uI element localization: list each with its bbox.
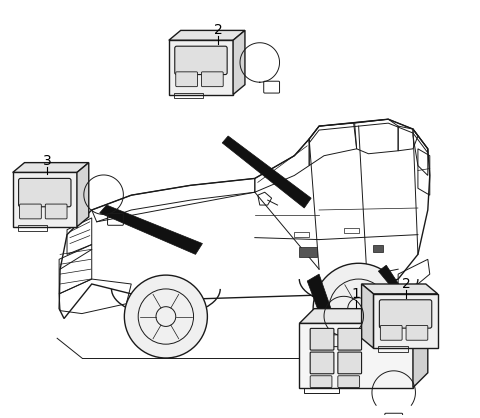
FancyBboxPatch shape bbox=[20, 204, 41, 219]
Text: 3: 3 bbox=[43, 154, 52, 168]
FancyBboxPatch shape bbox=[338, 376, 360, 387]
FancyBboxPatch shape bbox=[310, 329, 334, 350]
Polygon shape bbox=[300, 324, 413, 387]
Polygon shape bbox=[169, 40, 233, 94]
Polygon shape bbox=[413, 308, 428, 387]
FancyBboxPatch shape bbox=[310, 376, 332, 387]
Polygon shape bbox=[378, 265, 428, 329]
Polygon shape bbox=[361, 284, 373, 348]
FancyBboxPatch shape bbox=[45, 204, 67, 219]
Circle shape bbox=[124, 275, 207, 358]
Polygon shape bbox=[222, 136, 311, 208]
FancyBboxPatch shape bbox=[406, 326, 428, 340]
FancyBboxPatch shape bbox=[175, 46, 227, 74]
Polygon shape bbox=[373, 245, 384, 252]
Polygon shape bbox=[307, 274, 349, 366]
Text: 2: 2 bbox=[214, 23, 223, 37]
Text: 2: 2 bbox=[402, 277, 410, 291]
FancyBboxPatch shape bbox=[310, 352, 334, 374]
Polygon shape bbox=[12, 173, 77, 227]
Polygon shape bbox=[77, 163, 89, 227]
Circle shape bbox=[313, 263, 404, 354]
Text: 1: 1 bbox=[351, 287, 360, 301]
Polygon shape bbox=[300, 308, 428, 324]
Polygon shape bbox=[300, 247, 317, 257]
FancyBboxPatch shape bbox=[176, 72, 197, 87]
Polygon shape bbox=[373, 294, 438, 348]
FancyBboxPatch shape bbox=[338, 352, 361, 374]
Polygon shape bbox=[361, 284, 438, 294]
Polygon shape bbox=[12, 163, 89, 173]
Polygon shape bbox=[233, 31, 245, 94]
FancyBboxPatch shape bbox=[202, 72, 223, 87]
FancyBboxPatch shape bbox=[19, 178, 71, 207]
FancyBboxPatch shape bbox=[338, 329, 361, 350]
Polygon shape bbox=[169, 31, 245, 40]
Polygon shape bbox=[100, 205, 203, 255]
FancyBboxPatch shape bbox=[379, 300, 432, 328]
FancyBboxPatch shape bbox=[380, 326, 402, 340]
